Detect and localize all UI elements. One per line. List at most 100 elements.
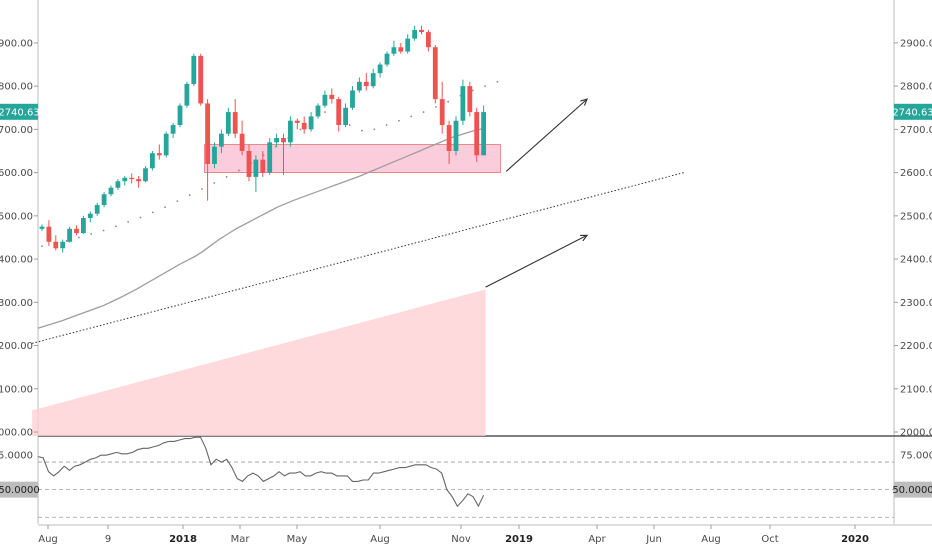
candle-body[interactable] [205, 103, 210, 164]
candle-body[interactable] [101, 194, 107, 206]
candle-body[interactable] [391, 47, 397, 54]
candle-body[interactable] [53, 241, 59, 249]
projection-arrow-head [580, 98, 589, 106]
candle-body[interactable] [363, 81, 369, 87]
candle-body[interactable] [260, 159, 266, 173]
price-axis-right[interactable]: 2000.00 2100.00 2200.00 2300.00 2400.00 2500.… [894, 38, 932, 439]
sar-dot [385, 124, 388, 126]
candle-body[interactable] [170, 125, 176, 134]
candle-body[interactable] [46, 226, 52, 242]
candle-body[interactable] [129, 177, 135, 180]
candle-body[interactable] [474, 112, 480, 156]
candle-body[interactable] [405, 38, 411, 52]
candle-body[interactable] [163, 133, 169, 156]
candle-body[interactable] [377, 64, 383, 74]
candle-body[interactable] [239, 133, 245, 151]
candle-body[interactable] [177, 105, 183, 126]
sar-dot [139, 216, 142, 219]
volume-area-layer [32, 289, 486, 436]
candle-body[interactable] [219, 133, 224, 147]
candle-body[interactable] [370, 73, 376, 87]
candle-body[interactable] [191, 55, 197, 84]
candle-body[interactable] [432, 47, 438, 100]
rsi-level-tag-left [0, 481, 38, 498]
time-axis[interactable]: Aug 9 2018 Mar May Aug Nov 2019 Apr Jun Aug Oct 2020 [38, 525, 869, 545]
candle-body[interactable] [281, 138, 286, 143]
candle-body[interactable] [288, 120, 293, 143]
sar-dot [434, 105, 437, 108]
candle-body[interactable] [156, 153, 162, 156]
price-tick-label-right: 2600.00 [900, 168, 932, 179]
sar-dot [496, 80, 499, 83]
sar-dot [213, 182, 216, 184]
sar-dot [127, 220, 130, 223]
candle-body[interactable] [122, 177, 128, 182]
candle-body[interactable] [294, 120, 300, 123]
candle-body[interactable] [81, 218, 86, 234]
projection-arrow-line[interactable] [505, 98, 588, 172]
candle-body[interactable] [246, 150, 252, 177]
candles-layer[interactable] [39, 25, 486, 253]
rsi-pane[interactable] [38, 437, 894, 524]
projection-arrow-line[interactable] [485, 234, 588, 288]
candle-body[interactable] [136, 179, 141, 182]
candle-body[interactable] [439, 99, 445, 126]
sar-dot [484, 85, 486, 88]
candle-body[interactable] [308, 116, 314, 130]
candle-body[interactable] [143, 168, 148, 182]
candle-body[interactable] [315, 105, 321, 117]
candle-body[interactable] [419, 29, 424, 33]
candle-body[interactable] [343, 107, 348, 126]
candle-body[interactable] [357, 81, 362, 91]
last-price-tag-left [0, 103, 38, 120]
candle-body[interactable] [398, 47, 404, 52]
sar-dot [398, 119, 400, 122]
price-tick-label-right: 2800.00 [900, 82, 932, 93]
candle-body[interactable] [115, 181, 121, 188]
long-trendline[interactable] [31, 172, 684, 344]
candle-body[interactable] [453, 120, 459, 151]
time-tick-label: May [287, 534, 308, 545]
candle-body[interactable] [67, 228, 72, 242]
candle-body[interactable] [184, 83, 190, 106]
time-tick-label: 9 [105, 534, 111, 545]
candle-body[interactable] [481, 112, 486, 156]
candle-body[interactable] [198, 55, 204, 104]
parabolic-sar-layer [41, 80, 499, 248]
candle-body[interactable] [232, 112, 238, 134]
time-tick-label: Apr [588, 534, 606, 545]
candle-body[interactable] [108, 187, 114, 195]
sar-dot [410, 115, 413, 118]
candle-body[interactable] [384, 53, 390, 65]
candle-body[interactable] [467, 86, 473, 113]
candle-body[interactable] [39, 226, 45, 229]
candle-body[interactable] [60, 241, 66, 249]
sar-dot [164, 206, 166, 209]
sar-dot [238, 169, 240, 172]
candle-body[interactable] [329, 94, 335, 100]
time-tick-label: Nov [451, 534, 471, 545]
rsi-tick-label-left: 75.0000 [0, 451, 33, 462]
candle-body[interactable] [94, 205, 100, 214]
time-tick-label: Oct [761, 534, 778, 545]
candle-body[interactable] [301, 122, 307, 130]
price-tick-label-right: 2700.00 [900, 125, 932, 136]
candle-body[interactable] [225, 112, 231, 134]
candle-body[interactable] [150, 153, 155, 169]
price-tick-label-left: 2200.00 [0, 341, 33, 352]
candle-body[interactable] [336, 99, 342, 126]
candle-body[interactable] [412, 29, 417, 39]
candle-body[interactable] [274, 138, 279, 143]
candle-body[interactable] [426, 32, 431, 48]
candle-body[interactable] [212, 146, 217, 164]
price-tick-label-right: 2500.00 [900, 211, 932, 222]
candle-body[interactable] [460, 86, 466, 121]
candle-body[interactable] [74, 228, 79, 234]
candle-body[interactable] [446, 125, 452, 151]
candle-body[interactable] [253, 159, 259, 177]
candle-body[interactable] [322, 94, 328, 106]
candle-body[interactable] [87, 213, 93, 218]
candle-body[interactable] [350, 90, 355, 108]
candle-body[interactable] [267, 142, 273, 173]
